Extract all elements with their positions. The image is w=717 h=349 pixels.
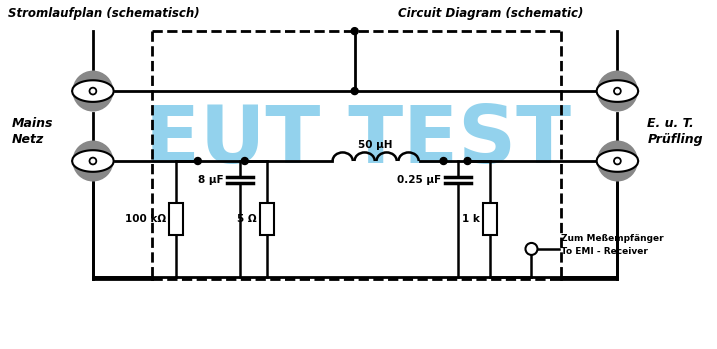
- Circle shape: [616, 159, 619, 163]
- Bar: [168, 203, 183, 235]
- Circle shape: [86, 84, 100, 98]
- Polygon shape: [597, 150, 638, 172]
- Polygon shape: [597, 80, 638, 102]
- Circle shape: [91, 89, 95, 93]
- Circle shape: [194, 157, 201, 164]
- Circle shape: [597, 141, 637, 181]
- Circle shape: [614, 157, 621, 165]
- Circle shape: [351, 28, 358, 35]
- Circle shape: [610, 154, 625, 168]
- Circle shape: [91, 159, 95, 163]
- Text: Circuit Diagram (schematic): Circuit Diagram (schematic): [398, 7, 583, 20]
- Circle shape: [73, 141, 113, 181]
- Text: EUT TEST: EUT TEST: [145, 102, 571, 180]
- Polygon shape: [72, 150, 114, 172]
- Bar: [260, 203, 274, 235]
- Circle shape: [86, 154, 100, 168]
- Circle shape: [440, 157, 447, 164]
- Text: Mains
Netz: Mains Netz: [12, 117, 54, 146]
- Polygon shape: [72, 80, 114, 102]
- Text: 8 μF: 8 μF: [198, 175, 224, 185]
- Text: 0.25 μF: 0.25 μF: [397, 175, 442, 185]
- Circle shape: [241, 157, 248, 164]
- Circle shape: [90, 157, 97, 165]
- Text: Stromlaufplan (schematisch): Stromlaufplan (schematisch): [8, 7, 199, 20]
- Circle shape: [73, 71, 113, 111]
- Text: 100 kΩ: 100 kΩ: [125, 214, 166, 224]
- Circle shape: [597, 71, 637, 111]
- Circle shape: [464, 157, 471, 164]
- Text: Zum Meßempfänger
To EMI - Receiver: Zum Meßempfänger To EMI - Receiver: [561, 234, 664, 256]
- Bar: [483, 203, 496, 235]
- Circle shape: [526, 243, 538, 255]
- Circle shape: [90, 88, 97, 95]
- Circle shape: [614, 88, 621, 95]
- Text: 1 k: 1 k: [462, 214, 480, 224]
- Circle shape: [351, 88, 358, 95]
- Text: 5 Ω: 5 Ω: [237, 214, 257, 224]
- Text: E. u. T.
Prüfling: E. u. T. Prüfling: [647, 117, 703, 146]
- Circle shape: [610, 84, 625, 98]
- Circle shape: [616, 89, 619, 93]
- Text: 50 μH: 50 μH: [358, 140, 393, 150]
